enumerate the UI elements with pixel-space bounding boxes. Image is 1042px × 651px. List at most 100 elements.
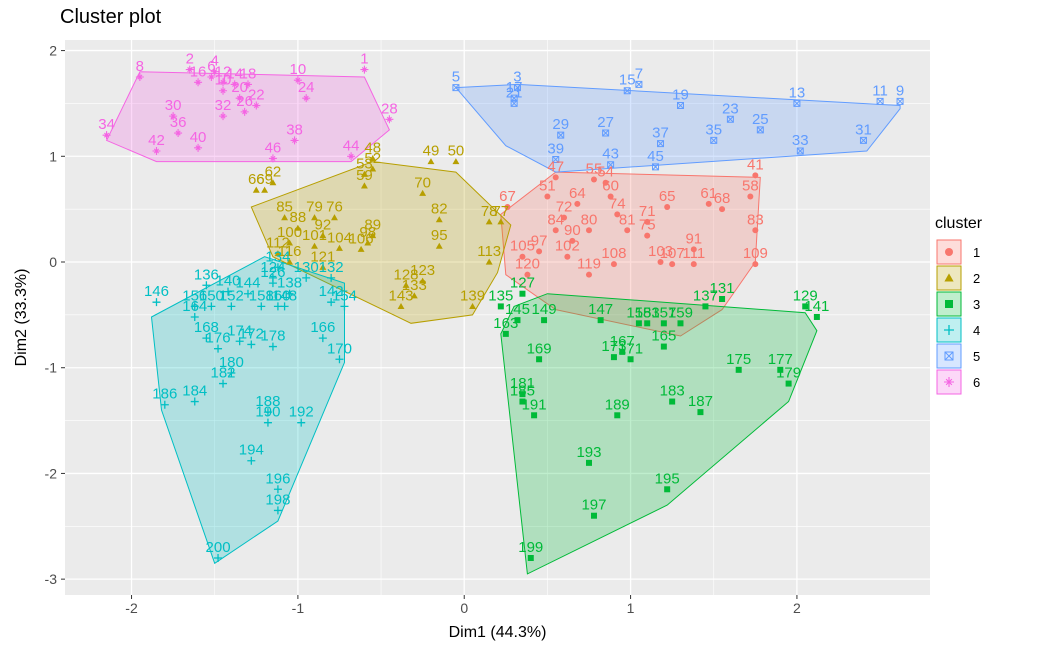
point-label: 54 [597,164,614,181]
data-point-1 [644,218,651,225]
x-axis-ticks: -2 -1 0 1 2 [125,595,801,616]
data-point-1 [519,253,526,260]
data-point-2 [435,216,443,223]
point-label: 58 [742,177,759,194]
legend-label-4: 4 [973,323,980,338]
data-point-1 [544,193,551,200]
data-point-4 [190,397,199,406]
point-label: 157 [651,304,676,321]
point-label: 75 [639,217,656,234]
point-label: 34 [98,116,115,133]
point-label: 116 [278,243,302,260]
data-point-3 [660,343,667,350]
data-point-1 [585,271,592,278]
legend-symbol-2 [944,273,954,282]
data-point-1 [552,174,559,181]
data-point-4 [327,298,336,307]
data-point-3 [735,366,742,373]
point-label: 21 [506,84,523,101]
data-point-2 [311,214,318,221]
point-label: 112 [266,235,290,252]
data-point-2 [435,242,443,249]
point-label: 101 [302,227,327,244]
data-point-3 [644,320,651,327]
legend-label-5: 5 [973,349,980,364]
point-label: 47 [547,158,564,175]
point-label: 70 [414,174,431,191]
data-point-5 [557,131,565,139]
data-point-1 [657,259,664,265]
point-label: 174 [227,322,252,339]
data-point-1 [585,227,592,234]
data-point-1 [561,214,568,221]
data-point-2 [419,277,427,284]
point-label: 148 [272,287,297,304]
data-point-6 [207,73,216,81]
data-point-2 [397,302,405,309]
data-point-4 [302,273,311,282]
data-point-1 [602,179,609,186]
data-point-1 [610,261,617,268]
point-label: 76 [326,199,343,216]
data-point-3 [610,354,617,361]
point-label: 184 [182,383,207,400]
data-point-1 [569,237,576,244]
point-label: 33 [792,132,809,149]
point-label: 195 [655,470,680,487]
point-label: 62 [265,164,282,181]
data-point-3 [514,317,521,324]
point-label: 77 [492,203,509,220]
point-label: 95 [431,227,448,244]
data-point-4 [297,418,306,427]
chart-title: Cluster plot [60,6,162,28]
point-label: 50 [448,143,465,160]
point-label: 187 [688,393,713,410]
point-label: 175 [726,351,751,368]
point-label: 27 [597,114,614,131]
point-label: 200 [206,539,231,556]
point-label: 139 [460,287,485,304]
data-point-1 [552,227,559,234]
data-point-3 [519,398,526,405]
y-tick-label: 0 [49,254,57,270]
point-label: 52 [364,150,381,167]
point-label: 59 [356,167,373,184]
y-tick-label: 2 [49,43,57,59]
point-label: 38 [286,121,303,138]
data-point-3 [497,303,504,310]
point-label: 39 [547,140,564,157]
point-label: 121 [310,248,335,265]
data-point-1 [752,172,759,179]
legend: cluster 1 2 3 4 5 6 [935,215,983,395]
point-label: 2 [186,51,194,68]
point-label: 113 [477,243,501,260]
legend-title: cluster [935,215,983,232]
data-point-6 [240,107,249,116]
point-label: 69 [256,171,273,188]
data-point-4 [214,344,223,353]
data-point-2 [452,158,460,165]
point-label: 49 [423,143,440,160]
data-point-5 [676,102,684,110]
data-point-6 [347,152,356,161]
point-label: 120 [515,256,540,273]
data-point-5 [510,99,518,107]
point-label: 65 [659,188,676,205]
data-point-2 [410,292,418,299]
data-point-1 [705,200,712,207]
point-label: 29 [552,116,569,133]
point-label: 43 [602,146,619,163]
data-point-1 [504,204,511,211]
legend-symbol-6 [944,377,954,387]
point-label: 177 [768,351,793,368]
point-label: 189 [605,396,630,413]
data-point-3 [669,398,676,405]
point-label: 28 [381,100,398,117]
point-label: 92 [314,217,331,234]
y-axis-ticks: -3 -2 -1 0 1 2 [45,43,65,587]
point-label: 8 [136,58,144,75]
data-point-4 [273,506,282,515]
x-tick-label: 2 [793,600,801,616]
data-point-4 [247,340,256,349]
